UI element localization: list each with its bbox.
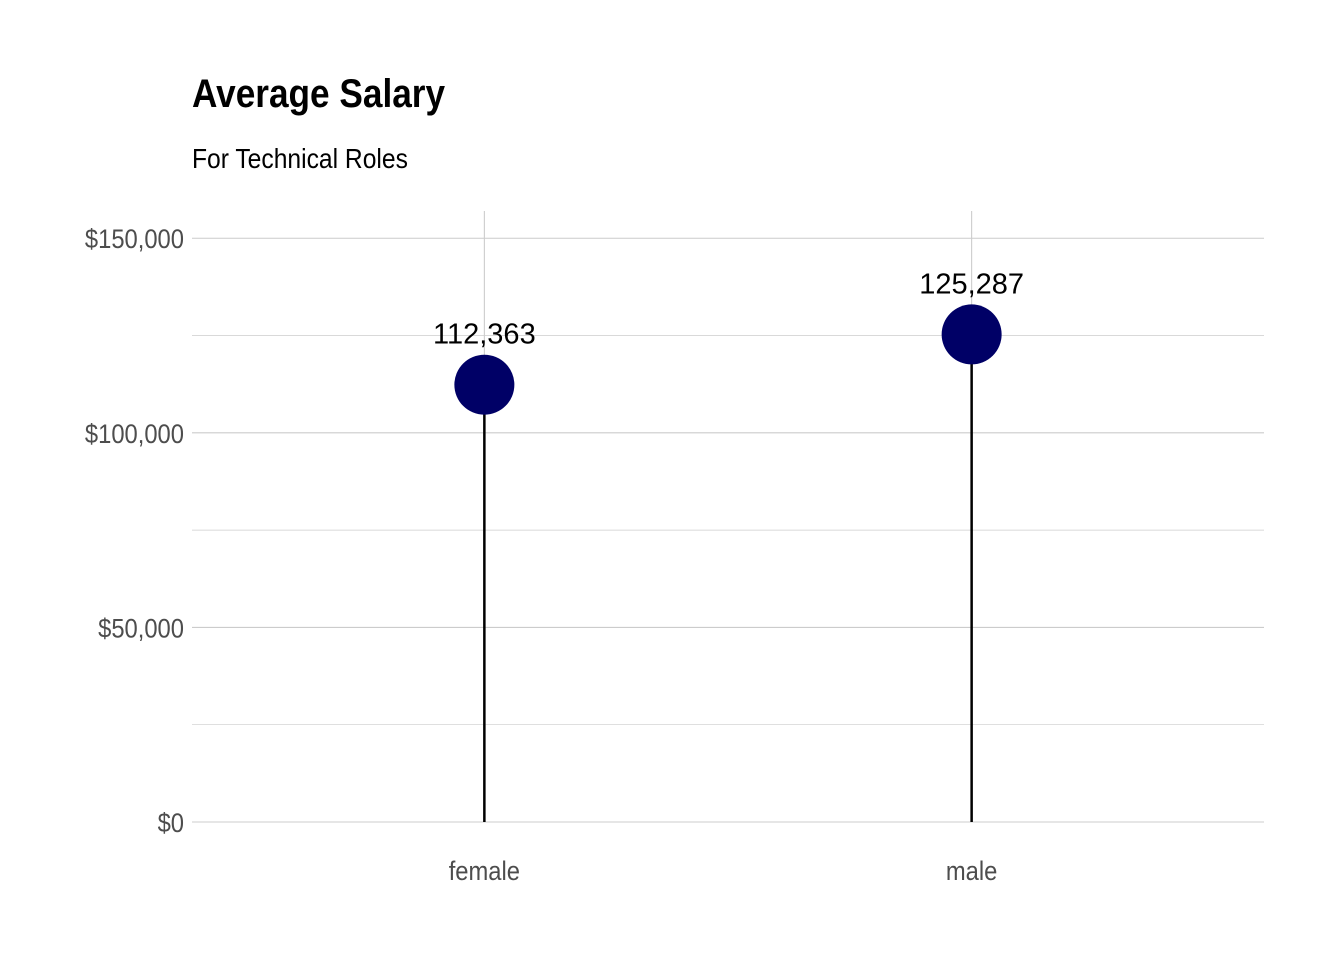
y-tick-label: $0: [158, 809, 184, 839]
lollipop-point-male: [941, 304, 1002, 365]
chart-subtitle: For Technical Roles: [192, 143, 408, 174]
x-tick-label-female: female: [449, 857, 520, 887]
data-label-male: 125,287: [919, 268, 1024, 300]
label-layer: 112,363 125,287: [433, 268, 1024, 350]
stem-layer: [483, 334, 973, 822]
point-layer: [454, 304, 1002, 415]
grid-layer: [192, 211, 1264, 823]
axis-layer: $0 $50,000 $100,000 $150,000 female male: [85, 225, 997, 886]
y-tick-label: $150,000: [85, 225, 184, 255]
x-tick-label-male: male: [946, 857, 997, 887]
data-label-female: 112,363: [433, 319, 536, 351]
y-tick-label: $50,000: [98, 614, 184, 644]
y-tick-label: $100,000: [85, 419, 184, 449]
chart-title: Average Salary: [192, 72, 446, 116]
lollipop-point-female: [454, 354, 515, 415]
